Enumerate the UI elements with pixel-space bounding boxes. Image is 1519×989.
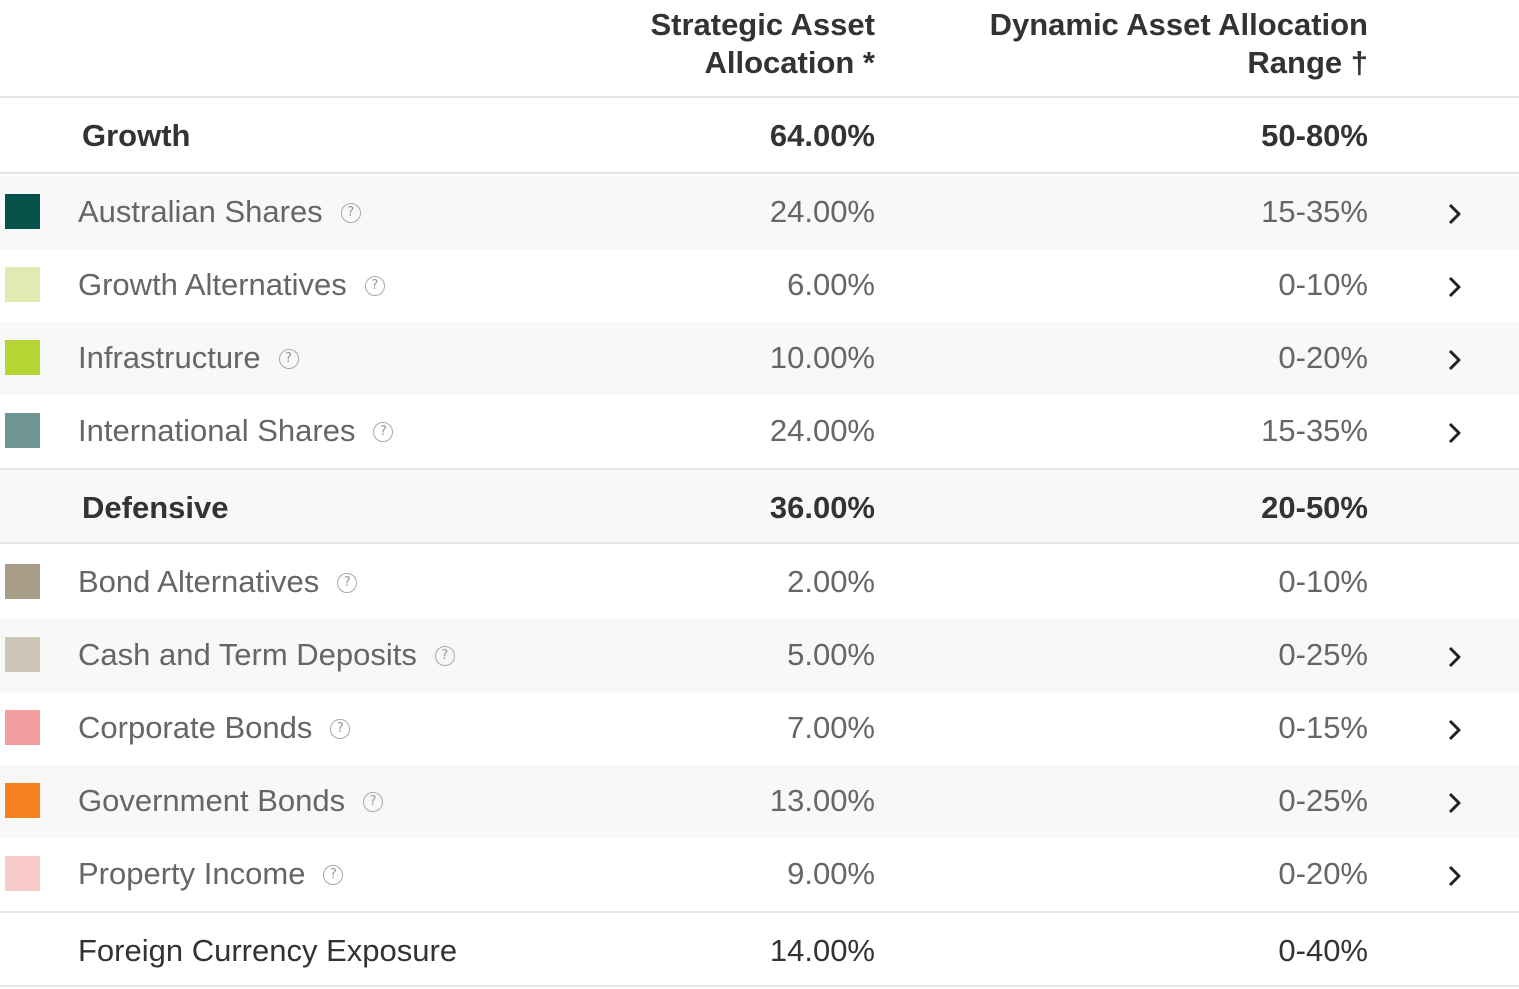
chevron-right-icon[interactable] [1445, 645, 1465, 669]
asset-row-bond-alternatives[interactable]: Bond Alternatives? 2.00% 0-10% [0, 546, 1519, 619]
group-range-value: 50-80% [1261, 118, 1368, 153]
asset-label-text: Property Income [78, 856, 306, 891]
asset-row-corporate-bonds[interactable]: Corporate Bonds? 7.00% 0-15% [0, 692, 1519, 765]
asset-label-text: Growth Alternatives [78, 267, 347, 302]
chevron-right-icon[interactable] [1445, 791, 1465, 815]
group-range-value: 20-50% [1261, 490, 1368, 525]
column-header-strategic-asset-allocation: Strategic Asset Allocation * [650, 6, 875, 82]
asset-saa-value: 6.00% [787, 267, 875, 302]
asset-saa-value: 13.00% [769, 783, 875, 818]
asset-range-value: 0-10% [1278, 564, 1368, 599]
asset-saa-value: 24.00% [769, 194, 875, 229]
chevron-right-icon[interactable] [1445, 275, 1465, 299]
group-label: Growth [82, 118, 191, 153]
asset-saa-value: 10.00% [769, 340, 875, 375]
asset-saa-value: 9.00% [787, 856, 875, 891]
asset-label-text: Cash and Term Deposits [78, 637, 417, 672]
total-range-value: 0-40% [1278, 933, 1368, 968]
column-header-line: Dynamic Asset Allocation [989, 7, 1368, 42]
color-swatch [5, 783, 40, 818]
table-header: Strategic Asset Allocation * Dynamic Ass… [0, 0, 1519, 98]
asset-row-government-bonds[interactable]: Government Bonds? 13.00% 0-25% [0, 765, 1519, 838]
help-circle-icon[interactable]: ? [434, 646, 455, 666]
column-header-line: Allocation * [704, 45, 875, 80]
chevron-right-icon[interactable] [1445, 202, 1465, 226]
asset-row-infrastructure[interactable]: Infrastructure? 10.00% 0-20% [0, 322, 1519, 395]
asset-range-value: 0-10% [1278, 267, 1368, 302]
asset-range-value: 0-25% [1278, 637, 1368, 672]
asset-row-international-shares[interactable]: International Shares? 24.00% 15-35% [0, 395, 1519, 468]
color-swatch [5, 267, 40, 302]
asset-label-text: Government Bonds [78, 783, 346, 818]
column-header-line: Range † [1247, 45, 1368, 80]
asset-range-value: 0-15% [1278, 710, 1368, 745]
asset-row-cash-and-term-deposits[interactable]: Cash and Term Deposits? 5.00% 0-25% [0, 619, 1519, 692]
group-label: Defensive [82, 490, 229, 525]
chevron-right-icon[interactable] [1445, 864, 1465, 888]
column-header-line: Strategic Asset [650, 7, 875, 42]
asset-label: Government Bonds? [78, 783, 384, 819]
column-header-dynamic-range: Dynamic Asset Allocation Range † [990, 6, 1368, 82]
color-swatch [5, 637, 40, 672]
asset-row-australian-shares[interactable]: Australian Shares? 24.00% 15-35% [0, 176, 1519, 249]
asset-range-value: 0-25% [1278, 783, 1368, 818]
chevron-right-icon[interactable] [1445, 348, 1465, 372]
total-saa-value: 14.00% [769, 933, 875, 968]
total-row-foreign-currency-exposure: Foreign Currency Exposure 14.00% 0-40% [0, 911, 1519, 987]
asset-saa-value: 7.00% [787, 710, 875, 745]
asset-row-property-income[interactable]: Property Income? 9.00% 0-20% [0, 838, 1519, 911]
asset-label: Bond Alternatives? [78, 564, 358, 600]
color-swatch [5, 413, 40, 448]
color-swatch [5, 710, 40, 745]
asset-label: International Shares? [78, 413, 394, 449]
asset-saa-value: 24.00% [769, 413, 875, 448]
help-circle-icon[interactable]: ? [330, 719, 351, 739]
asset-label: Cash and Term Deposits? [78, 637, 455, 673]
chevron-right-icon[interactable] [1445, 718, 1465, 742]
group-row-growth: Growth 64.00% 50-80% [0, 98, 1519, 174]
help-circle-icon[interactable]: ? [337, 573, 358, 593]
group-saa-value: 36.00% [769, 490, 875, 525]
asset-label: Infrastructure? [78, 340, 299, 376]
help-circle-icon[interactable]: ? [323, 865, 344, 885]
help-circle-icon[interactable]: ? [363, 792, 384, 812]
color-swatch [5, 564, 40, 599]
group-saa-value: 64.00% [769, 118, 875, 153]
asset-range-value: 15-35% [1261, 194, 1368, 229]
color-swatch [5, 194, 40, 229]
color-swatch [5, 340, 40, 375]
color-swatch [5, 856, 40, 891]
asset-label-text: International Shares [78, 413, 356, 448]
asset-range-value: 15-35% [1261, 413, 1368, 448]
asset-label-text: Bond Alternatives [78, 564, 320, 599]
asset-saa-value: 2.00% [787, 564, 875, 599]
help-circle-icon[interactable]: ? [278, 349, 299, 369]
help-circle-icon[interactable]: ? [364, 276, 385, 296]
asset-label: Corporate Bonds? [78, 710, 351, 746]
asset-label-text: Australian Shares [78, 194, 323, 229]
asset-range-value: 0-20% [1278, 340, 1368, 375]
asset-range-value: 0-20% [1278, 856, 1368, 891]
asset-label: Growth Alternatives? [78, 267, 385, 303]
help-circle-icon[interactable]: ? [373, 422, 394, 442]
help-circle-icon[interactable]: ? [340, 203, 361, 223]
total-label: Foreign Currency Exposure [78, 933, 458, 968]
asset-row-growth-alternatives[interactable]: Growth Alternatives? 6.00% 0-10% [0, 249, 1519, 322]
asset-label: Australian Shares? [78, 194, 361, 230]
asset-saa-value: 5.00% [787, 637, 875, 672]
group-row-defensive: Defensive 36.00% 20-50% [0, 468, 1519, 544]
asset-label-text: Corporate Bonds [78, 710, 313, 745]
asset-label-text: Infrastructure [78, 340, 261, 375]
asset-label: Property Income? [78, 856, 344, 892]
chevron-right-icon[interactable] [1445, 421, 1465, 445]
